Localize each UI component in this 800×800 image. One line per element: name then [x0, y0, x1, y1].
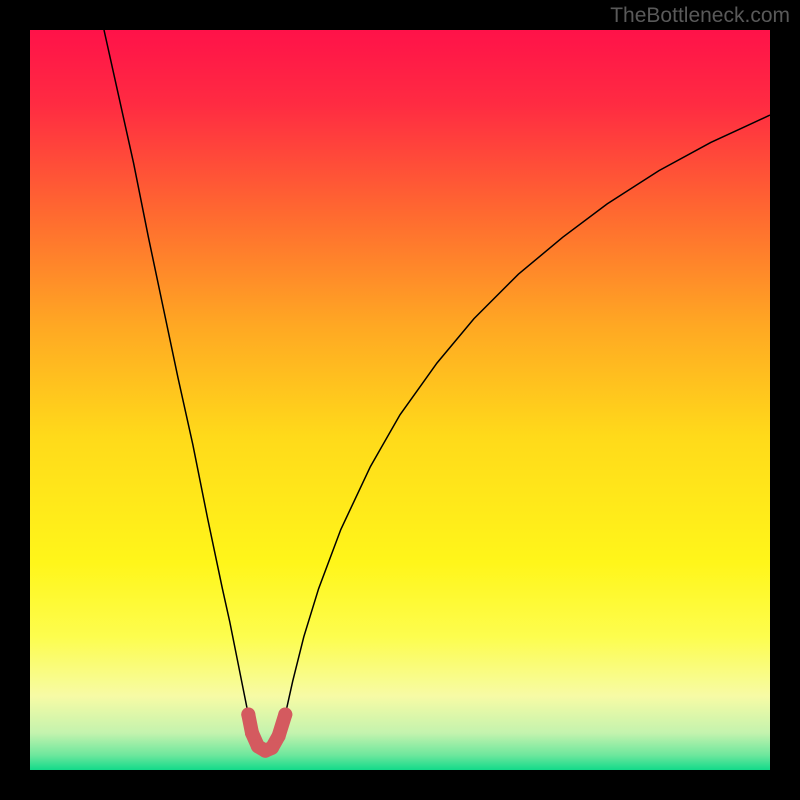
marker-dot	[265, 741, 279, 755]
bottleneck-chart	[30, 30, 770, 770]
watermark-text: TheBottleneck.com	[610, 4, 790, 27]
watermark: TheBottleneck.com	[610, 4, 790, 28]
marker-dot	[272, 729, 286, 743]
gradient-background	[30, 30, 770, 770]
marker-dot	[278, 708, 292, 722]
marker-dot	[241, 708, 255, 722]
chart-area	[30, 30, 770, 770]
marker-dot	[245, 726, 259, 740]
